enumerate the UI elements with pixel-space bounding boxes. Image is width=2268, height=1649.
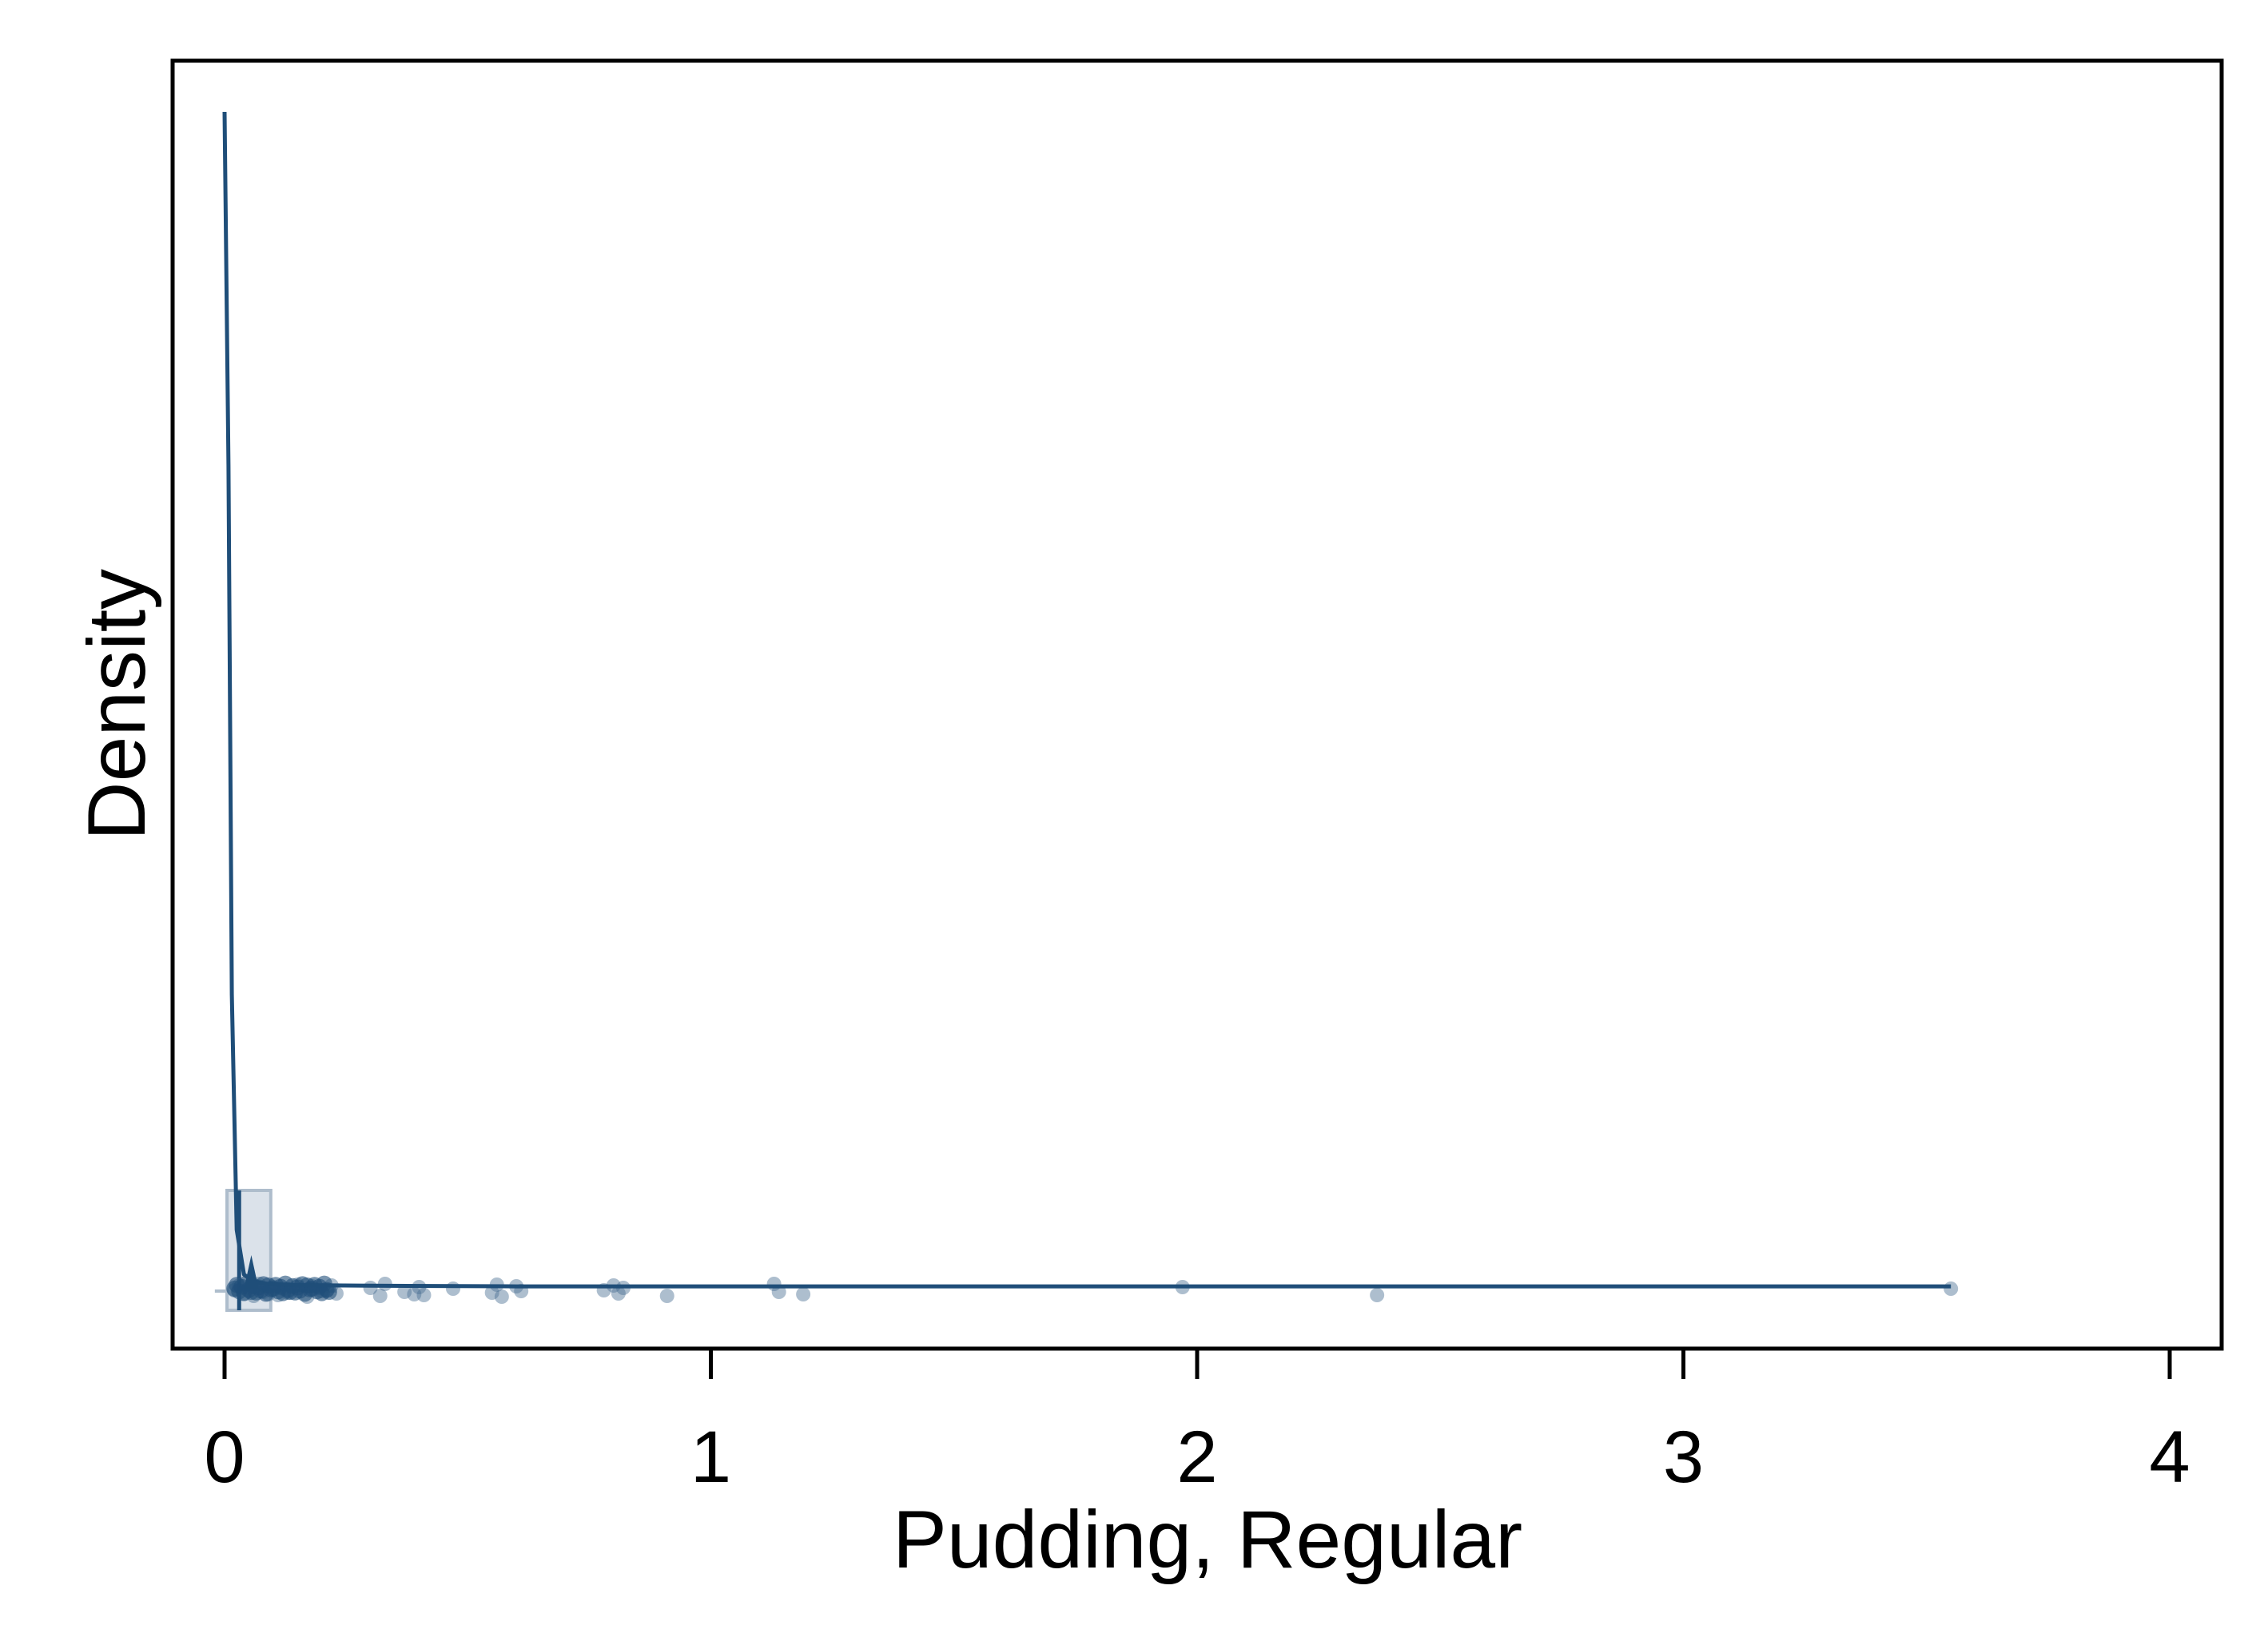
x-tick-label: 0 (204, 1417, 245, 1498)
observation-point (445, 1281, 460, 1296)
x-axis-label: Pudding, Regular (893, 1494, 1522, 1585)
density-peak-bump (244, 1255, 259, 1289)
observation-point (1944, 1281, 1959, 1296)
observation-point (611, 1286, 626, 1301)
y-axis-label: Density (71, 569, 162, 840)
x-tick-label: 4 (2149, 1417, 2190, 1498)
observation-point (416, 1288, 432, 1302)
x-tick-label: 2 (1176, 1417, 1217, 1498)
observation-point (1370, 1288, 1385, 1302)
density-curve (222, 111, 1952, 1289)
observation-point (407, 1287, 422, 1301)
observation-point (494, 1289, 509, 1304)
observation-point (796, 1287, 811, 1301)
observation-point (320, 1284, 337, 1300)
x-tick-label: 3 (1663, 1417, 1704, 1498)
observation-point (659, 1289, 674, 1303)
plot-content (214, 111, 1959, 1312)
x-axis: 0 1 2 3 4 (204, 1349, 2190, 1498)
observation-point (397, 1285, 412, 1299)
x-tick-label: 1 (690, 1417, 731, 1498)
observation-point (484, 1285, 499, 1300)
observation-point (372, 1289, 388, 1303)
